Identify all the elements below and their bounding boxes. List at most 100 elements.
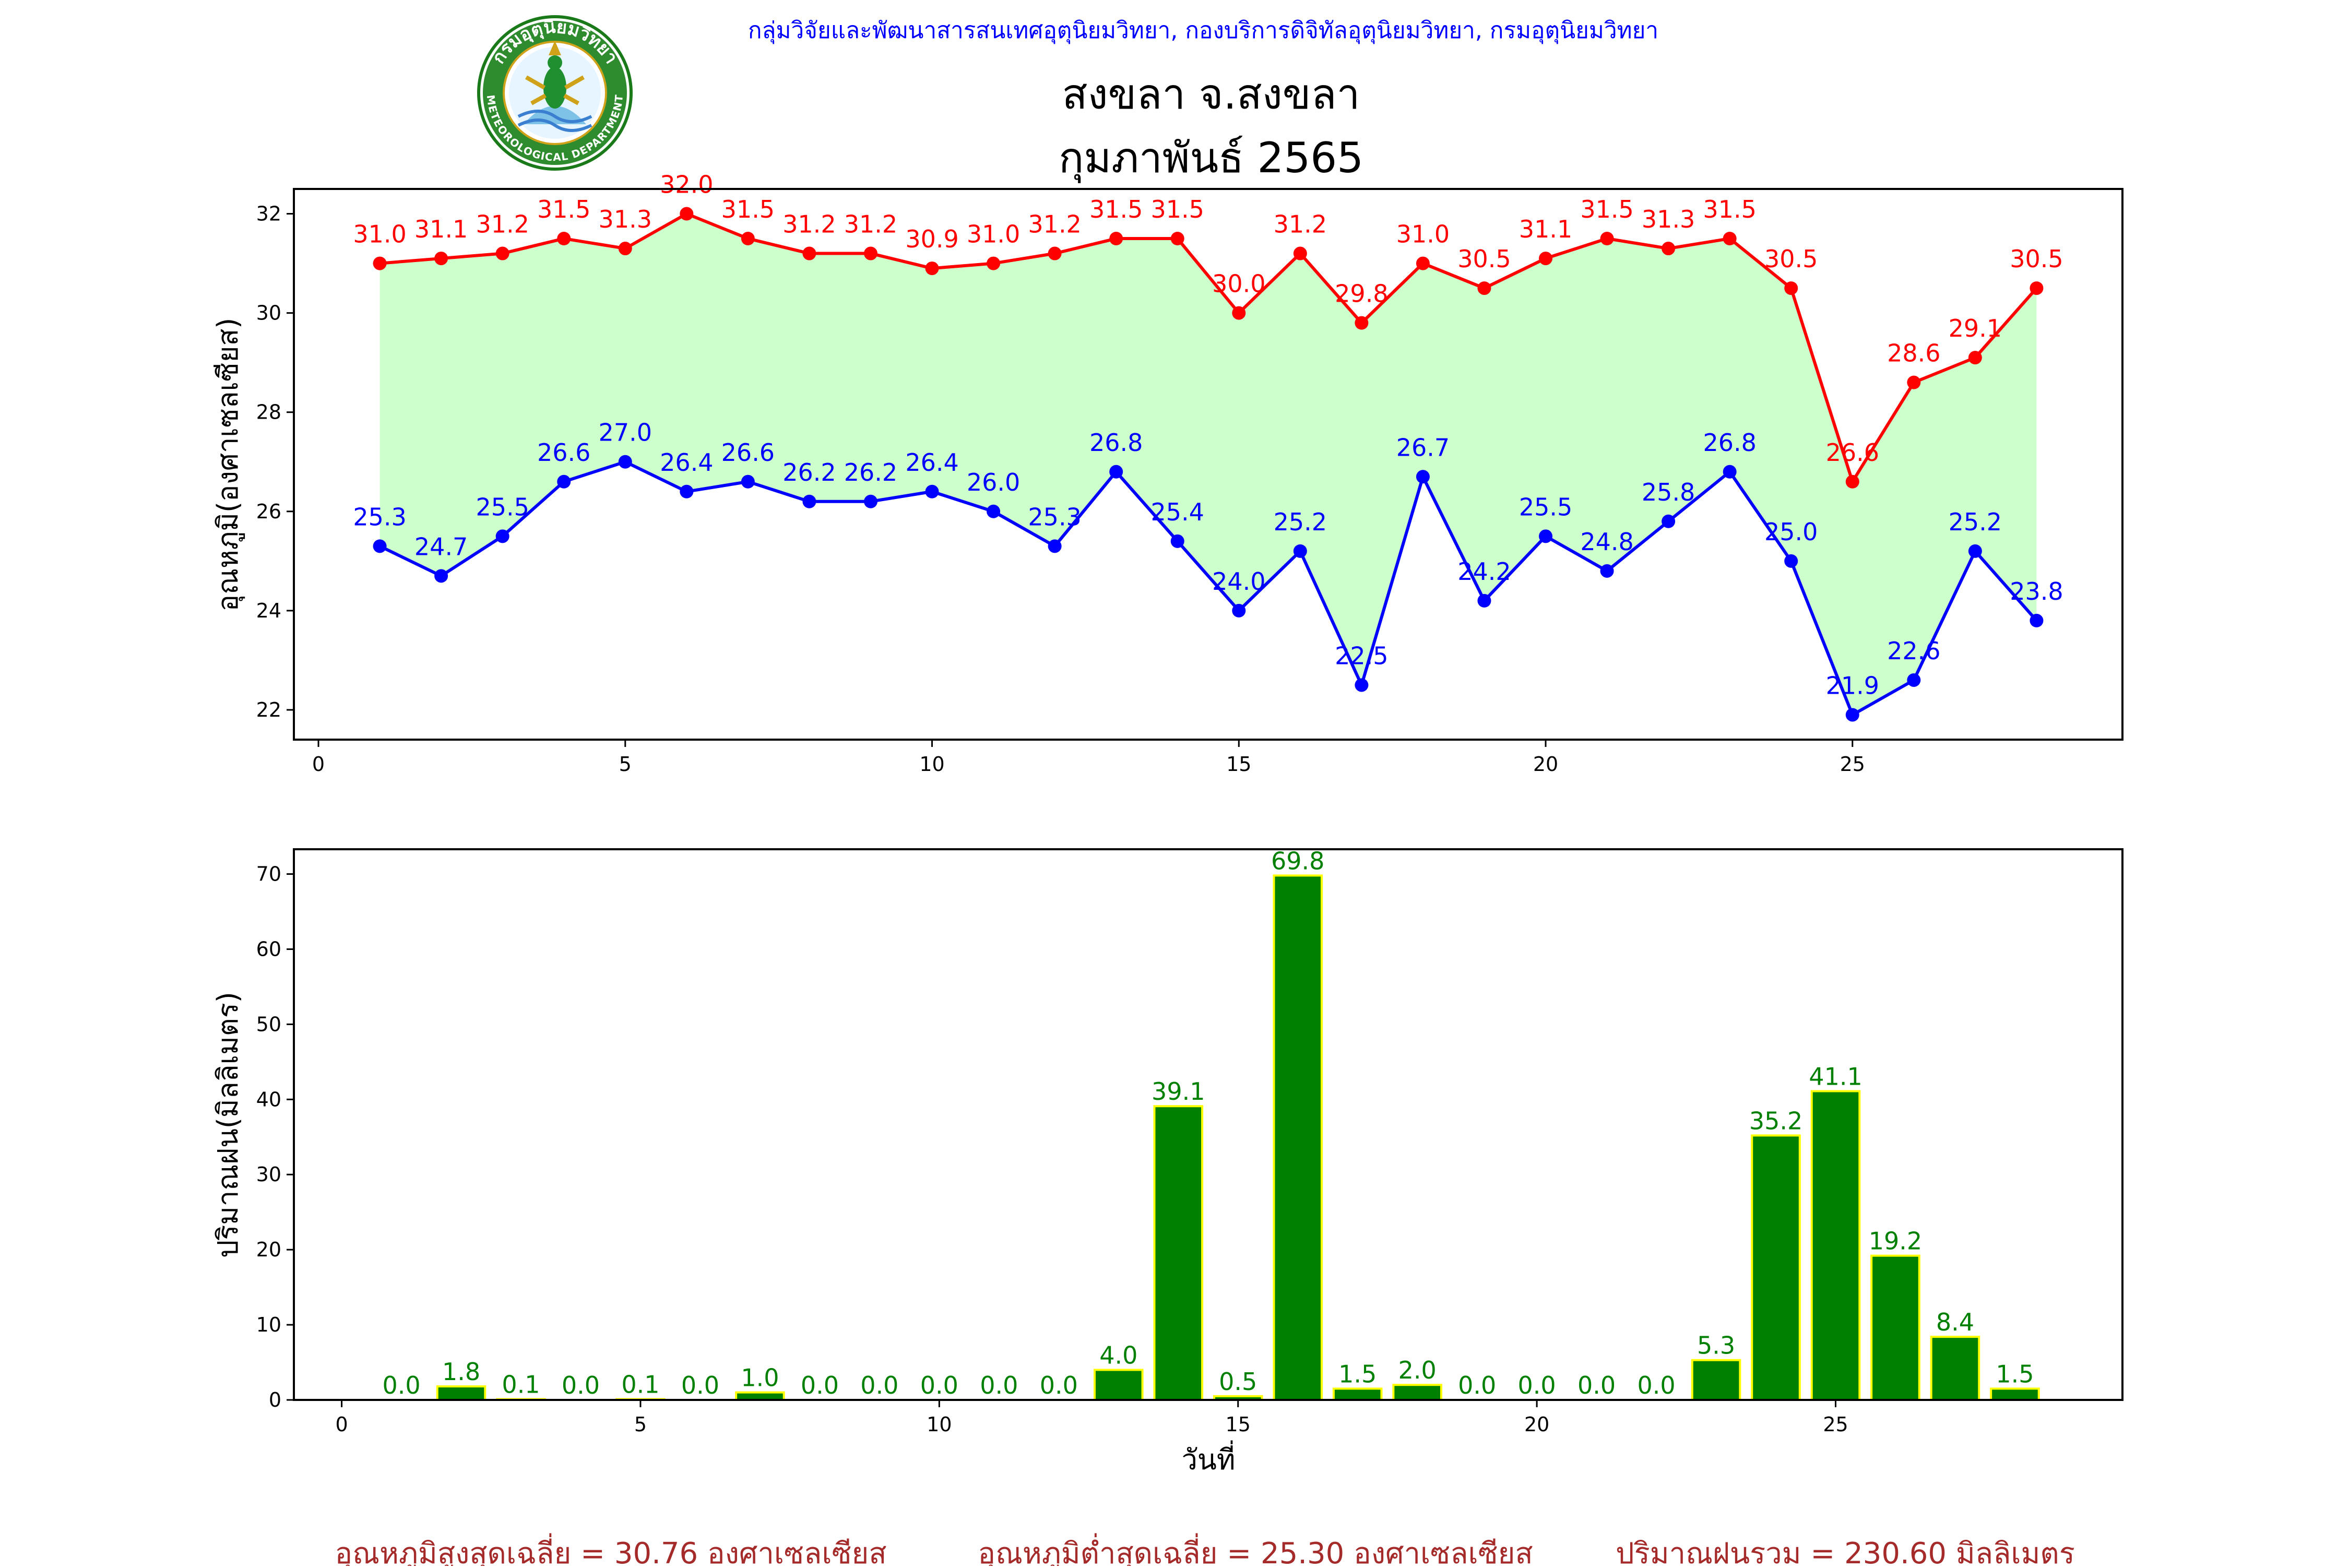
max-temp-point (1662, 242, 1676, 256)
rainfall-bar (1093, 1369, 1144, 1401)
temperature-y-tick-label: 32 (256, 203, 281, 225)
rainfall-bar (1870, 1254, 1920, 1401)
rainfall-bar-label: 4.0 (1099, 1341, 1137, 1369)
min-temp-label: 25.8 (1642, 478, 1695, 506)
min-temp-point (1539, 529, 1553, 543)
rainfall-bar-label: 69.8 (1271, 847, 1324, 875)
min-temp-label: 22.6 (1887, 637, 1940, 665)
min-temp-point (987, 504, 1001, 518)
max-temp-point (557, 232, 571, 246)
temperature-y-tick-label: 22 (256, 698, 281, 721)
min-temp-point (1845, 708, 1859, 722)
min-temp-point (1477, 593, 1491, 608)
rainfall-bar-label: 5.3 (1697, 1332, 1735, 1360)
min-temp-point (618, 455, 632, 469)
min-temp-label: 25.4 (1151, 498, 1204, 526)
min-temp-point (1784, 554, 1798, 568)
min-temp-point (557, 474, 571, 489)
max-temp-point (373, 256, 387, 270)
max-temp-point (1232, 306, 1246, 320)
rainfall-bar (1332, 1387, 1383, 1401)
max-temp-point (434, 252, 448, 266)
rainfall-bar-label: 0.0 (980, 1371, 1018, 1399)
min-temp-label: 24.0 (1212, 567, 1265, 596)
station-title: สงขลา จ.สงขลา (1062, 70, 1360, 118)
max-temp-label: 31.5 (1151, 195, 1204, 223)
rainfall-bar (1810, 1090, 1861, 1401)
min-temp-point (1968, 544, 1982, 558)
temperature-y-tick-label: 26 (256, 500, 281, 523)
max-temp-label: 31.0 (1396, 220, 1450, 248)
min-temp-label: 26.7 (1396, 433, 1450, 461)
min-temp-point (1600, 564, 1614, 578)
min-temp-line (379, 460, 2038, 717)
period-title: กุมภาพันธ์ 2565 (1059, 134, 1363, 183)
temperature-x-tick-label: 0 (312, 753, 325, 776)
max-temp-label: 31.2 (476, 210, 529, 239)
max-temp-point (2030, 281, 2044, 295)
max-temp-point (987, 256, 1001, 270)
rainfall-y-tick-label: 10 (256, 1313, 281, 1336)
max-temp-line (379, 212, 2038, 485)
min-temp-point (434, 569, 448, 583)
rainfall-bar-label: 35.2 (1749, 1107, 1802, 1135)
max-temp-point (1109, 232, 1123, 246)
max-temp-label: 31.2 (844, 210, 897, 239)
summary-avg-min: อุณหภูมิต่ำสุดเฉลี่ย = 25.30 องศาเซลเซีย… (978, 1533, 1533, 1566)
max-temp-label: 31.5 (537, 195, 590, 223)
min-temp-point (1662, 514, 1676, 528)
max-temp-label: 31.2 (782, 210, 836, 239)
rainfall-y-tick-label: 20 (256, 1238, 281, 1261)
max-temp-point (1477, 281, 1491, 295)
rainfall-x-tick-label: 10 (927, 1413, 952, 1436)
rainfall-y-axis-label: ปริมาณฝน(มิลลิเมตร) (211, 992, 244, 1258)
max-temp-point (1170, 232, 1184, 246)
max-temp-point (618, 242, 632, 256)
min-temp-point (1170, 534, 1184, 548)
max-temp-point (1968, 351, 1982, 365)
max-temp-point (1355, 316, 1369, 330)
rainfall-bar-label: 0.0 (1040, 1371, 1078, 1399)
min-temp-point (680, 484, 694, 498)
rainfall-y-tick-label: 40 (256, 1088, 281, 1111)
max-temp-label: 31.1 (414, 215, 468, 243)
max-temp-label: 31.2 (1028, 210, 1081, 239)
min-temp-point (373, 539, 387, 553)
rainfall-bar-label: 0.0 (681, 1371, 719, 1399)
min-temp-label: 24.8 (1580, 528, 1633, 556)
max-temp-label: 32.0 (660, 171, 713, 199)
max-temp-point (925, 262, 939, 276)
min-temp-label: 25.5 (1519, 493, 1572, 521)
temperature-x-tick-label: 10 (919, 753, 944, 776)
rainfall-bar-label: 0.0 (1518, 1371, 1556, 1399)
max-temp-label: 30.5 (2010, 245, 2063, 273)
rainfall-bar-label: 0.1 (621, 1371, 659, 1399)
min-temp-label: 22.5 (1335, 642, 1388, 670)
min-temp-point (2030, 613, 2044, 627)
organization-line: กลุ่มวิจัยและพัฒนาสารสนเทศอุตุนิยมวิทยา,… (748, 17, 1658, 44)
rainfall-bar (1273, 874, 1323, 1401)
rainfall-chart: 0.0 1.8 0.1 0.0 0.1 0.0 1.0 0.0 0.0 0.0 0.0 0.0 4.0 3… (211, 847, 2123, 1476)
max-temp-point (680, 207, 694, 221)
rainfall-plot-frame (293, 848, 2123, 1401)
department-logo: กรมอุตุนิยมวิทยา METEOROLOGICAL DEPARTME… (477, 15, 633, 171)
rainfall-bar-label: 0.0 (382, 1371, 420, 1399)
min-temp-label: 21.9 (1826, 671, 1879, 699)
max-temp-label: 31.5 (1089, 195, 1143, 223)
max-temp-label: 31.5 (1703, 195, 1756, 223)
temperature-plot-frame (293, 188, 2123, 741)
max-temp-label: 31.3 (1642, 205, 1695, 233)
max-temp-label: 31.5 (721, 195, 775, 223)
max-temp-label: 30.0 (1212, 270, 1265, 298)
min-temp-label: 27.0 (599, 419, 652, 447)
temperature-x-tick-label: 20 (1533, 753, 1558, 776)
rainfall-bar (1153, 1105, 1204, 1401)
max-temp-label: 31.2 (1274, 210, 1327, 239)
max-temp-point (802, 246, 816, 260)
min-temp-label: 23.8 (2010, 577, 2063, 605)
rainfall-bar-label: 0.0 (920, 1371, 958, 1399)
min-temp-label: 24.7 (414, 532, 468, 561)
rainfall-bar-label: 0.0 (1577, 1371, 1616, 1399)
